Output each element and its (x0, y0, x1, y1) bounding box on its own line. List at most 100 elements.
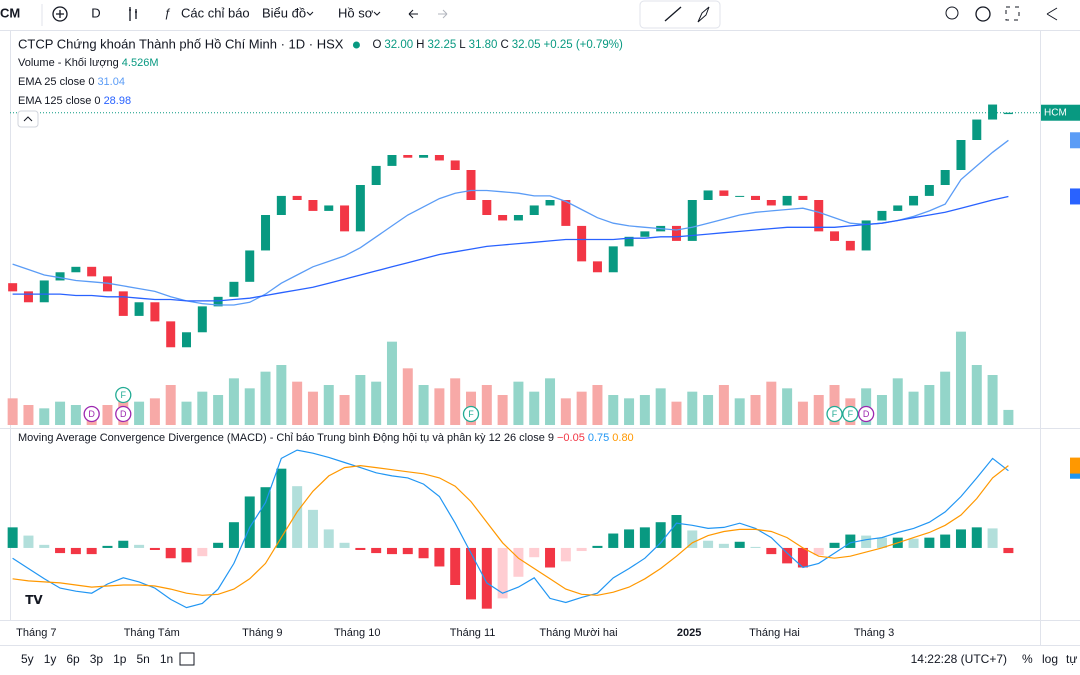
volume-bar (655, 388, 666, 425)
range-button[interactable]: 1y (44, 652, 57, 666)
candle-body (735, 195, 745, 197)
candle-body (751, 195, 761, 200)
volume-bar (371, 381, 382, 425)
candle-body (798, 195, 808, 200)
candle-body (387, 155, 397, 166)
auto-toggle[interactable]: tự (1066, 652, 1077, 666)
volume-bar (244, 388, 255, 425)
fx-icon[interactable]: ƒ (164, 6, 171, 20)
histogram-bar (149, 547, 160, 550)
percent-toggle[interactable]: % (1022, 652, 1033, 666)
event-marker[interactable] (115, 405, 132, 423)
event-label: F (121, 390, 127, 400)
event-marker[interactable] (857, 405, 875, 423)
event-marker[interactable] (115, 386, 132, 404)
volume-bar (624, 398, 635, 425)
candle-body (861, 220, 871, 251)
tv-logo: 𝗧𝗩 (25, 593, 43, 607)
candle-body (419, 155, 429, 158)
histogram-bar (782, 547, 793, 564)
volume-bar (513, 381, 524, 425)
symbol[interactable]: CM (0, 5, 20, 20)
candle-body (340, 205, 350, 232)
macd-params: 12 26 close 9 (489, 432, 554, 444)
interval[interactable]: D (91, 5, 100, 20)
search-icon[interactable] (945, 6, 959, 20)
histogram-bar (307, 509, 318, 548)
volume-bar (876, 395, 887, 425)
histogram-bar (529, 547, 540, 558)
candle-body (150, 302, 160, 322)
x-tick-label: 2025 (677, 627, 701, 639)
candle-body (324, 205, 334, 211)
price-tag-box (1041, 104, 1080, 121)
date-range-button[interactable] (172, 651, 196, 669)
ohlc-key: C (500, 39, 508, 51)
range-button[interactable]: 1n (160, 652, 173, 666)
candle-body (213, 296, 223, 307)
trend-line-tool[interactable] (664, 6, 682, 22)
histogram-bar (23, 535, 34, 548)
event-marker[interactable] (83, 405, 100, 423)
event-marker[interactable] (826, 405, 843, 423)
range-button[interactable]: 6p (66, 652, 80, 666)
histogram-bar (418, 547, 429, 559)
ema-name: EMA 125 close 0 (18, 95, 101, 107)
indicators[interactable]: Các chỉ báo (181, 5, 250, 20)
volume-bar (355, 375, 366, 425)
chart-menu[interactable]: Biểu đồ (262, 5, 306, 20)
histogram-bar (687, 530, 698, 548)
histogram-bar (987, 528, 998, 548)
volume-bar (908, 391, 919, 425)
event-marker[interactable] (842, 405, 859, 423)
profile[interactable]: Hồ sơ (338, 5, 374, 20)
candle-body (292, 195, 302, 200)
settings-icon[interactable] (975, 6, 991, 22)
volume-bar (450, 378, 461, 425)
undo[interactable] (408, 9, 418, 19)
histogram-bar (55, 547, 66, 554)
range-button[interactable]: 1p (113, 652, 127, 666)
candle-body (513, 215, 523, 221)
histogram-bar (165, 547, 176, 559)
volume-bar (940, 371, 951, 425)
candle-body (182, 332, 192, 348)
price-tag: HCM (1044, 107, 1067, 118)
drawing-toolbar (639, 0, 721, 29)
histogram-bar (134, 544, 145, 548)
histogram-bar (213, 542, 224, 548)
chart-type-icon[interactable] (129, 7, 137, 21)
candle-body (466, 170, 476, 200)
redo[interactable] (438, 9, 448, 19)
brush-tool[interactable] (697, 6, 710, 23)
range-button[interactable]: 5y (21, 652, 34, 666)
volume-bar (165, 385, 176, 425)
volume-value: 4.526M (122, 57, 159, 69)
collapse-button[interactable] (17, 110, 39, 128)
share-icon[interactable] (1046, 7, 1058, 21)
histogram-bar (639, 527, 650, 548)
histogram-bar (703, 540, 714, 548)
ema-value: 31.04 (97, 76, 125, 88)
add-symbol-icon[interactable] (52, 6, 68, 22)
event-label: F (468, 409, 474, 419)
candle-body (261, 215, 271, 251)
candle-body (719, 190, 729, 196)
candle-body (229, 281, 239, 297)
fullscreen-icon[interactable] (1005, 6, 1020, 21)
volume-bar (434, 388, 445, 425)
range-button[interactable]: 5n (136, 652, 149, 666)
x-tick-label: Tháng 11 (450, 627, 496, 639)
candle-body (403, 155, 413, 158)
candle-body (166, 321, 176, 348)
log-toggle[interactable]: log (1042, 652, 1058, 666)
event-marker[interactable] (462, 405, 480, 423)
histogram-bar (734, 541, 745, 548)
legends: HCM Tháng 7 Tháng Tám Tháng 9 Tháng 10 Tháng … (16, 36, 1080, 666)
ema-line (12, 139, 1009, 306)
range-button[interactable]: 3p (90, 652, 104, 666)
candle-body (245, 250, 255, 282)
ema-line (12, 195, 1009, 302)
